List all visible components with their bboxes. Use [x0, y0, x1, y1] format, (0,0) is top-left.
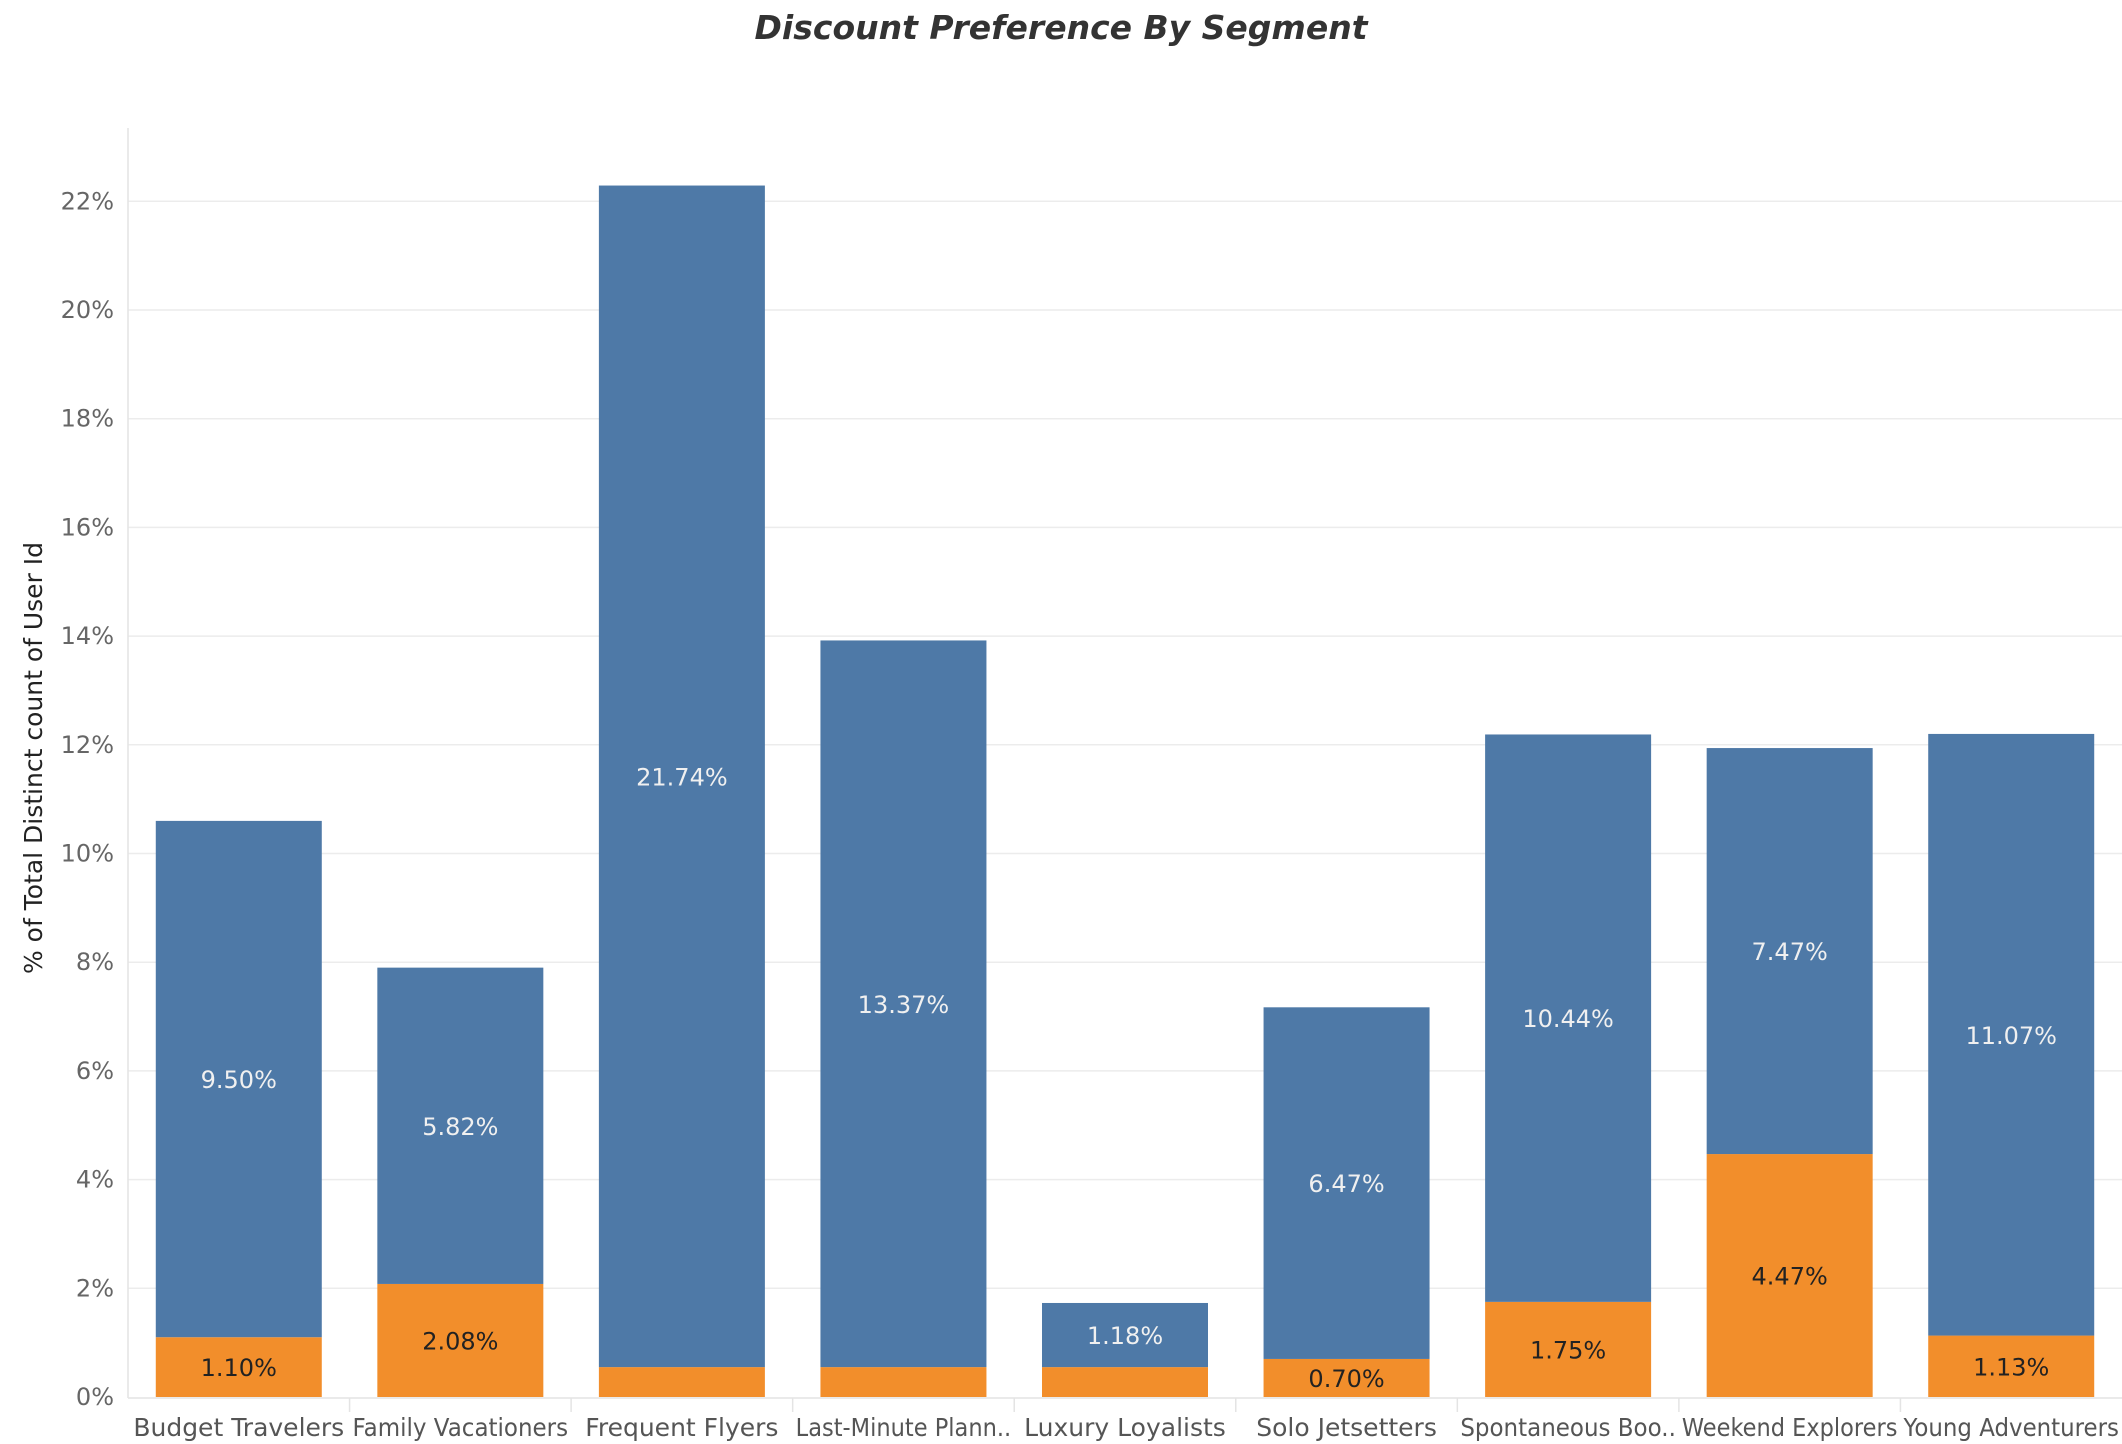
bar-segment-blue[interactable] [377, 967, 544, 1284]
y-tick-label: 20% [61, 296, 114, 324]
y-tick-label: 18% [61, 405, 114, 433]
bar-segment-blue[interactable] [1485, 734, 1652, 1302]
chart-title: Discount Preference By Segment [754, 8, 1368, 47]
x-category-label: Young Adventurers [1903, 1413, 2119, 1442]
x-category-label: Budget Travelers [133, 1413, 344, 1442]
data-label: 1.75% [1530, 1336, 1606, 1364]
y-tick-label: 10% [61, 840, 114, 868]
data-label: 9.50% [201, 1066, 277, 1094]
y-axis-title: % of Total Distinct count of User Id [19, 542, 48, 974]
x-category-label: Luxury Loyalists [1024, 1413, 1226, 1442]
data-label: 2.08% [422, 1327, 498, 1355]
y-tick-label: 8% [76, 948, 114, 976]
data-label: 10.44% [1522, 1005, 1614, 1033]
data-label: 1.10% [201, 1354, 277, 1382]
bar-segment-orange[interactable] [598, 1367, 765, 1397]
bar-segment-blue[interactable] [1263, 1007, 1430, 1359]
x-category-label: Weekend Explorers [1682, 1413, 1898, 1442]
data-label: 7.47% [1752, 938, 1828, 966]
y-tick-label: 4% [76, 1166, 114, 1194]
y-tick-label: 14% [61, 622, 114, 650]
bar-segment-blue[interactable] [1042, 1302, 1208, 1368]
x-category-labels: Budget Travelers Family Vacationers Freque… [133, 1413, 2119, 1442]
bar-segment-orange[interactable] [155, 1337, 322, 1397]
y-tick-label: 0% [76, 1383, 114, 1411]
bar-segment-orange[interactable] [1042, 1367, 1208, 1397]
bar-segment-orange[interactable] [820, 1367, 987, 1397]
data-label: 21.74% [636, 763, 728, 791]
data-label: 11.07% [1965, 1022, 2057, 1050]
bar-segment-blue[interactable] [1706, 748, 1873, 1155]
bar-segment-orange[interactable] [377, 1283, 544, 1397]
x-category-label: Frequent Flyers [585, 1413, 778, 1442]
bar-labels: 1.10% 9.50% 2.08% 5.82% 21.74% 13.37% 1.18% 0.7… [201, 763, 2057, 1393]
data-label: 4.47% [1752, 1263, 1828, 1291]
y-tick-labels: 0% 2% 4% 6% 8% 10% 12% 14% 16% 18% 20% 22% [61, 187, 114, 1411]
y-tick-label: 12% [61, 731, 114, 759]
y-tick-label: 6% [76, 1057, 114, 1085]
x-category-label: Last-Minute Plann.. [796, 1413, 1012, 1442]
y-tick-label: 2% [76, 1274, 114, 1302]
axes [127, 128, 2122, 1412]
x-category-label: Solo Jetsetters [1256, 1413, 1437, 1442]
data-label: 0.70% [1308, 1365, 1384, 1393]
bar-segment-blue[interactable] [1928, 733, 2095, 1336]
bars [155, 185, 2095, 1397]
x-category-label: Spontaneous Boo.. [1460, 1413, 1676, 1442]
bar-segment-orange[interactable] [1263, 1358, 1430, 1397]
bar-segment-blue[interactable] [155, 820, 322, 1338]
bar-segment-blue[interactable] [598, 185, 765, 1368]
bar-segment-orange[interactable] [1928, 1335, 2095, 1397]
data-label: 6.47% [1308, 1170, 1384, 1198]
y-tick-label: 22% [61, 187, 114, 215]
y-tick-label: 16% [61, 513, 114, 541]
x-category-label: Family Vacationers [353, 1413, 569, 1442]
data-label: 13.37% [858, 991, 950, 1019]
bar-segment-blue[interactable] [820, 640, 987, 1368]
bar-segment-orange[interactable] [1485, 1301, 1652, 1397]
data-label: 5.82% [422, 1113, 498, 1141]
bar-segment-orange[interactable] [1706, 1154, 1873, 1397]
data-label: 1.13% [1973, 1353, 2049, 1381]
data-label: 1.18% [1087, 1322, 1163, 1350]
